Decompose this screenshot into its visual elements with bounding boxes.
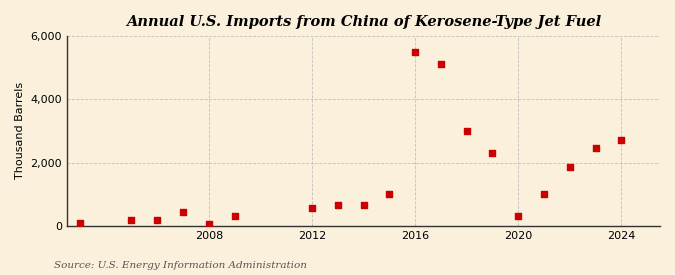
Y-axis label: Thousand Barrels: Thousand Barrels bbox=[15, 82, 25, 179]
Point bbox=[487, 151, 498, 155]
Point bbox=[178, 210, 188, 214]
Point bbox=[152, 217, 163, 222]
Point bbox=[435, 62, 446, 67]
Point bbox=[332, 203, 343, 207]
Point bbox=[513, 214, 524, 219]
Point bbox=[564, 165, 575, 169]
Title: Annual U.S. Imports from China of Kerosene-Type Jet Fuel: Annual U.S. Imports from China of Kerose… bbox=[126, 15, 601, 29]
Point bbox=[384, 192, 395, 196]
Point bbox=[410, 50, 421, 54]
Text: Source: U.S. Energy Information Administration: Source: U.S. Energy Information Administ… bbox=[54, 260, 307, 270]
Point bbox=[230, 214, 240, 219]
Point bbox=[616, 138, 626, 142]
Point bbox=[590, 146, 601, 150]
Point bbox=[358, 203, 369, 207]
Point bbox=[539, 192, 549, 196]
Point bbox=[461, 129, 472, 133]
Point bbox=[203, 222, 214, 227]
Point bbox=[126, 217, 137, 222]
Point bbox=[306, 206, 317, 211]
Point bbox=[74, 221, 85, 226]
